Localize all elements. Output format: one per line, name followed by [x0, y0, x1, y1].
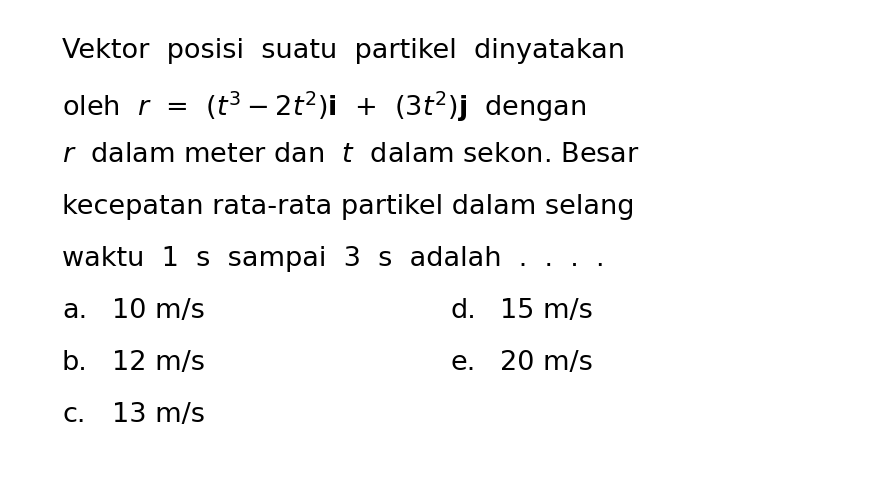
- Text: 10 m/s: 10 m/s: [112, 298, 205, 324]
- Text: Vektor  posisi  suatu  partikel  dinyatakan: Vektor posisi suatu partikel dinyatakan: [62, 38, 625, 64]
- Text: 13 m/s: 13 m/s: [112, 402, 205, 428]
- Text: oleh  $r$  =  $(t^3 - 2t^2)\mathbf{i}$  +  $(3t^2)\mathbf{j}$  dengan: oleh $r$ = $(t^3 - 2t^2)\mathbf{i}$ + $(…: [62, 90, 586, 125]
- Text: waktu  1  s  sampai  3  s  adalah  .  .  .  .: waktu 1 s sampai 3 s adalah . . . .: [62, 246, 605, 272]
- Text: c.: c.: [62, 402, 85, 428]
- Text: a.: a.: [62, 298, 87, 324]
- Text: 12 m/s: 12 m/s: [112, 350, 205, 376]
- Text: b.: b.: [62, 350, 88, 376]
- Text: 15 m/s: 15 m/s: [500, 298, 593, 324]
- Text: $r$  dalam meter dan  $t$  dalam sekon. Besar: $r$ dalam meter dan $t$ dalam sekon. Bes…: [62, 142, 640, 168]
- Text: e.: e.: [450, 350, 475, 376]
- Text: kecepatan rata-rata partikel dalam selang: kecepatan rata-rata partikel dalam selan…: [62, 194, 634, 220]
- Text: 20 m/s: 20 m/s: [500, 350, 593, 376]
- Text: d.: d.: [450, 298, 476, 324]
